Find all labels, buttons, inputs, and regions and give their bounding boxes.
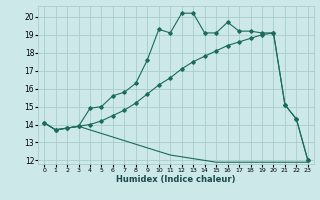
X-axis label: Humidex (Indice chaleur): Humidex (Indice chaleur) [116, 175, 236, 184]
